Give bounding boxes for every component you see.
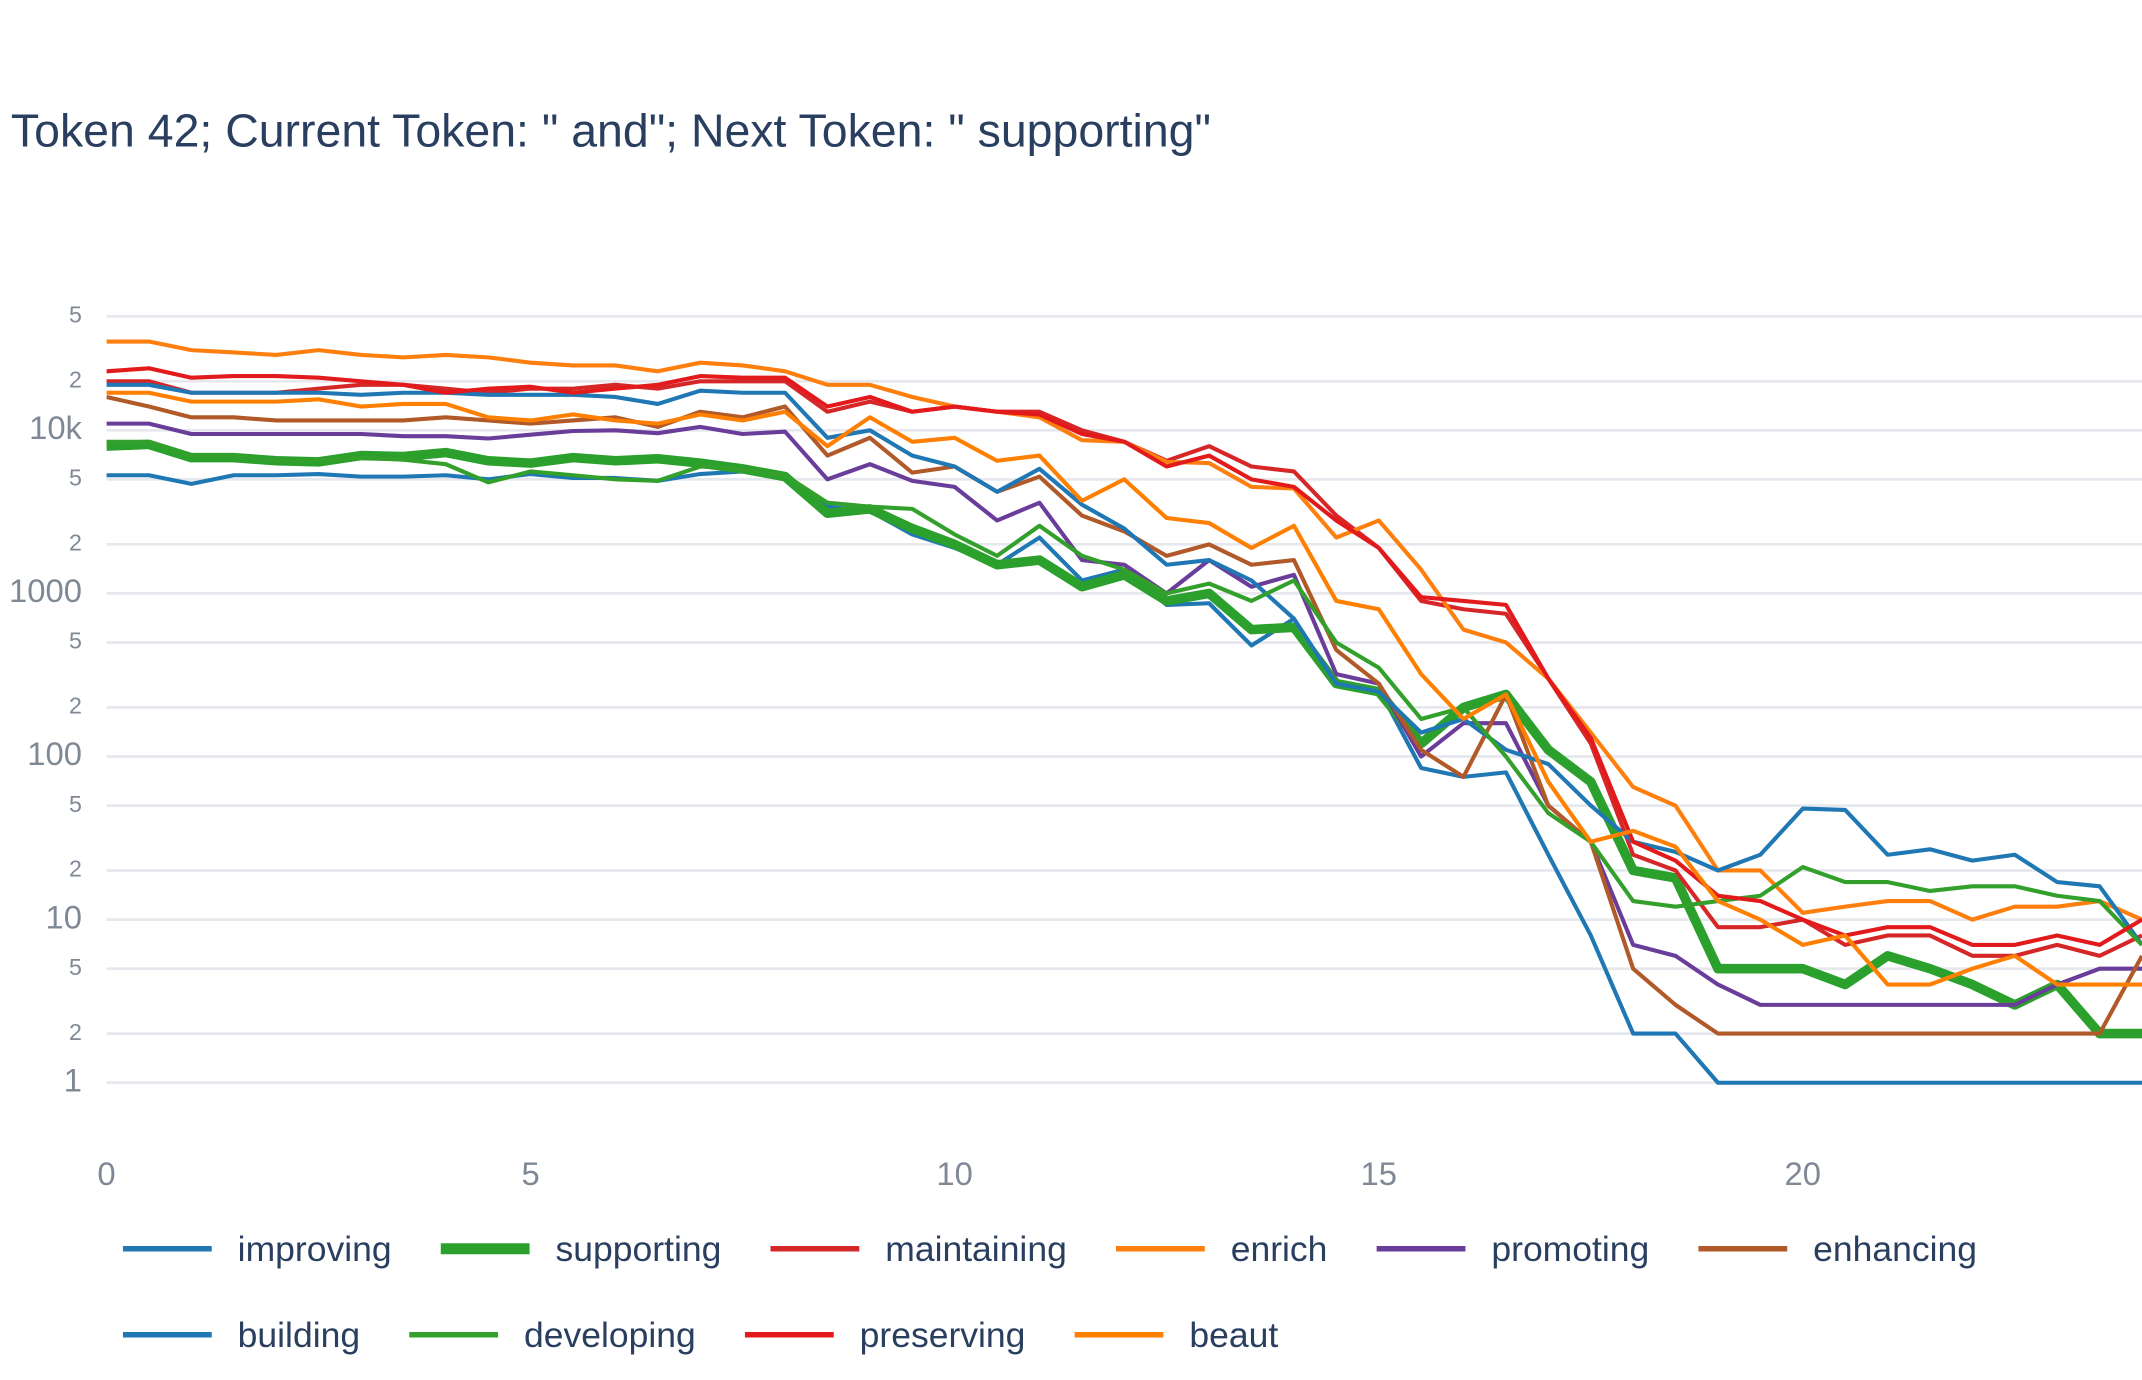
series-line	[106, 339, 2142, 922]
legend-label: preserving	[860, 1315, 1026, 1355]
x-tick-label: 10	[936, 1155, 972, 1192]
plot-area	[106, 339, 2142, 1085]
y-tick-label: 2	[69, 693, 82, 719]
legend-label: promoting	[1491, 1229, 1649, 1269]
series-line	[106, 390, 2142, 987]
y-tick-label: 5	[69, 465, 82, 491]
legend-label: maintaining	[885, 1229, 1067, 1269]
grid: 1 2 5 10 2 5 100 2 5 1000 2 5 10k 2 5 0 5 10 15 20	[9, 301, 2142, 1192]
x-tick-label: 5	[521, 1155, 539, 1192]
y-tick-label: 5	[69, 791, 82, 817]
series-line	[106, 394, 2142, 1036]
x-tick-label: 15	[1360, 1155, 1396, 1192]
y-tick-label: 10k	[29, 409, 82, 446]
x-tick-label: 20	[1785, 1155, 1821, 1192]
legend-label: supporting	[556, 1229, 722, 1269]
y-tick-label: 100	[27, 735, 82, 772]
legend-label: building	[238, 1315, 360, 1355]
series-line	[106, 366, 2142, 947]
legend-label: beaut	[1189, 1315, 1278, 1355]
series-line	[106, 439, 2142, 1039]
legend-label: developing	[524, 1315, 696, 1355]
x-tick-label: 0	[97, 1155, 115, 1192]
y-tick-label: 2	[69, 529, 82, 555]
legend-label: enhancing	[1813, 1229, 1977, 1269]
y-tick-label: 1000	[9, 572, 82, 609]
y-tick-label: 2	[69, 1019, 82, 1045]
legend-label: improving	[238, 1229, 392, 1269]
y-tick-label: 5	[69, 628, 82, 654]
y-tick-label: 2	[69, 366, 82, 392]
y-tick-label: 5	[69, 954, 82, 980]
y-tick-label: 2	[69, 856, 82, 882]
y-tick-label: 5	[69, 301, 82, 327]
series-line	[106, 421, 2142, 1007]
legend-label: enrich	[1231, 1229, 1328, 1269]
legend: improving supporting maintaining enrich prom…	[122, 1229, 1977, 1355]
y-tick-label: 1	[64, 1061, 82, 1098]
series-line	[106, 439, 2142, 947]
series-line	[106, 382, 2142, 947]
chart-title: Token 42; Current Token: " and"; Next To…	[11, 104, 1211, 156]
y-tick-label: 10	[46, 898, 82, 935]
